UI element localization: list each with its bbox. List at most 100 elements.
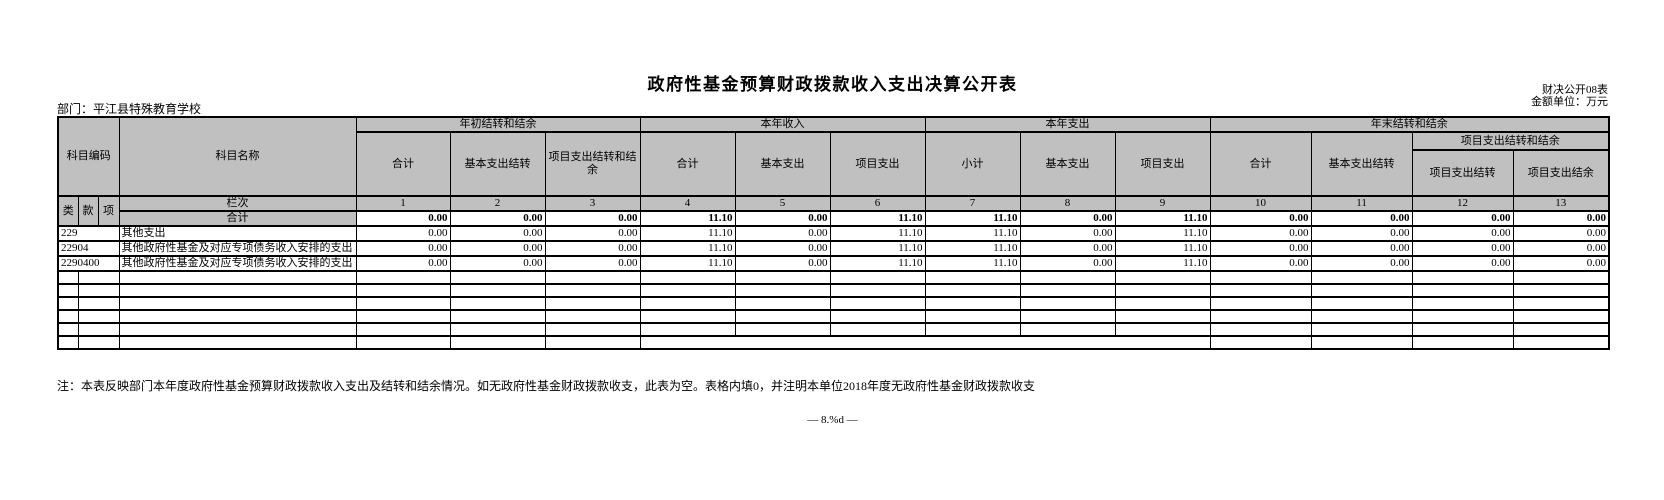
data-value-cell: 0.00 xyxy=(734,240,831,257)
header-col-11: 基本支出结转 xyxy=(1310,131,1413,197)
empty-cell xyxy=(118,296,357,311)
empty-cell xyxy=(355,335,451,350)
empty-cell xyxy=(1209,283,1312,298)
data-value-cell: 11.10 xyxy=(829,255,926,272)
data-value-cell: 0.00 xyxy=(355,255,451,272)
total-value-cell: 11.10 xyxy=(1114,210,1211,227)
empty-cell xyxy=(449,296,546,311)
column-number-cell: 6 xyxy=(829,195,926,212)
empty-cell xyxy=(544,283,641,298)
data-value-cell: 0.00 xyxy=(1411,225,1514,242)
column-number-cell: 8 xyxy=(1019,195,1116,212)
total-value-cell: 0.00 xyxy=(449,210,546,227)
empty-cell xyxy=(829,322,926,337)
data-value-cell: 0.00 xyxy=(449,240,546,257)
report-meta: 财决公开08表 金额单位：万元 xyxy=(1531,84,1608,108)
total-value-cell: 0.00 xyxy=(734,210,831,227)
subject-code-cell: 2290400 xyxy=(57,255,120,272)
empty-cell xyxy=(449,322,546,337)
header-row-subsubcols: 项目支出结转 项目支出结余 xyxy=(58,149,1610,197)
empty-cell xyxy=(829,309,926,324)
total-label: 合计 xyxy=(118,210,357,227)
header-row-groups: 科目编码 科目名称 年初结转和结余 本年收入 本年支出 年末结转和结余 xyxy=(57,116,1610,197)
empty-cell xyxy=(1019,296,1116,311)
empty-cell xyxy=(639,296,736,311)
column-number-cell: 5 xyxy=(734,195,831,212)
total-value-cell: 0.00 xyxy=(544,210,641,227)
data-value-cell: 0.00 xyxy=(1512,255,1610,272)
empty-cell xyxy=(449,283,546,298)
column-number-cell: 10 xyxy=(1209,195,1312,212)
empty-cell xyxy=(57,309,79,324)
empty-row xyxy=(57,270,1610,285)
data-value-cell: 0.00 xyxy=(355,225,451,242)
header-col-5: 基本支出 xyxy=(734,131,831,197)
total-value-cell: 0.00 xyxy=(355,210,451,227)
data-value-cell: 0.00 xyxy=(1310,255,1413,272)
empty-cell xyxy=(57,296,79,311)
empty-cell xyxy=(1019,322,1116,337)
empty-cell xyxy=(449,309,546,324)
header-col-4: 合计 xyxy=(639,131,736,197)
header-group-year-income: 本年收入 xyxy=(639,116,926,133)
data-value-cell: 0.00 xyxy=(1512,225,1610,242)
header-col-10: 合计 xyxy=(1209,131,1312,197)
empty-row xyxy=(57,309,1610,324)
empty-cell xyxy=(1310,270,1413,285)
empty-cell xyxy=(1019,283,1116,298)
data-value-cell: 0.00 xyxy=(1411,240,1514,257)
empty-row xyxy=(57,296,1610,311)
column-number-cell: 9 xyxy=(1114,195,1211,212)
header-col-1: 合计 xyxy=(355,131,451,197)
empty-cell xyxy=(924,296,1021,311)
empty-cell xyxy=(77,296,120,311)
empty-cell xyxy=(1209,296,1312,311)
data-value-cell: 0.00 xyxy=(544,240,641,257)
empty-cell xyxy=(1209,335,1312,350)
data-value-cell: 11.10 xyxy=(639,240,736,257)
data-value-cell: 0.00 xyxy=(1019,225,1116,242)
column-number-row: 类 款 项 栏次 1 2 3 4 5 6 7 8 9 10 11 12 13 xyxy=(57,195,1610,227)
empty-cell xyxy=(544,322,641,337)
header-group-end-balance: 年末结转和结余 xyxy=(1209,116,1610,133)
subject-name-cell: 其他支出 xyxy=(118,225,357,242)
header-col-2: 基本支出结转 xyxy=(449,131,546,197)
data-value-cell: 0.00 xyxy=(1310,225,1413,242)
department-label: 部门：平江县特殊教育学校 xyxy=(57,102,202,116)
header-col-3: 项目支出结转和结余 xyxy=(544,131,641,197)
empty-cell xyxy=(1209,309,1312,324)
empty-cell xyxy=(118,270,357,285)
empty-cell xyxy=(449,335,546,350)
data-value-cell: 0.00 xyxy=(1019,240,1116,257)
empty-cell xyxy=(77,335,120,350)
total-value-cell: 11.10 xyxy=(829,210,926,227)
empty-cell xyxy=(1411,335,1514,350)
header-col-8: 基本支出 xyxy=(1019,131,1116,197)
total-row: 合计 0.00 0.00 0.00 11.10 0.00 11.10 11.10 0.00 11… xyxy=(58,210,1610,227)
empty-cell xyxy=(1114,309,1211,324)
empty-cell xyxy=(77,322,120,337)
empty-cell xyxy=(1209,322,1312,337)
column-number-cell: 1 xyxy=(355,195,451,212)
table-code-label: 财决公开08表 xyxy=(1542,84,1608,96)
data-value-cell: 11.10 xyxy=(924,255,1021,272)
column-number-cell: 2 xyxy=(449,195,546,212)
column-number-cell: 12 xyxy=(1411,195,1514,212)
subject-code-cell: 229 xyxy=(57,225,120,242)
empty-cell xyxy=(355,270,451,285)
table-row: 229 其他支出 0.00 0.00 0.00 11.10 0.00 11.10 11.10 0.… xyxy=(57,225,1610,242)
empty-cell xyxy=(118,322,357,337)
data-value-cell: 11.10 xyxy=(924,240,1021,257)
column-number-cell: 3 xyxy=(544,195,641,212)
footnote: 注：本表反映部门本年度政府性基金预算财政拨款收入支出及结转和结余情况。如无政府性… xyxy=(57,379,1036,393)
empty-cell xyxy=(734,283,831,298)
empty-cell xyxy=(829,283,926,298)
total-value-cell: 11.10 xyxy=(924,210,1021,227)
empty-cell xyxy=(1310,283,1413,298)
header-code-xiang: 项 xyxy=(97,195,120,227)
empty-cell xyxy=(924,270,1021,285)
empty-cell xyxy=(734,296,831,311)
empty-cell xyxy=(1411,270,1514,285)
empty-cell xyxy=(639,322,736,337)
empty-cell xyxy=(1114,270,1211,285)
